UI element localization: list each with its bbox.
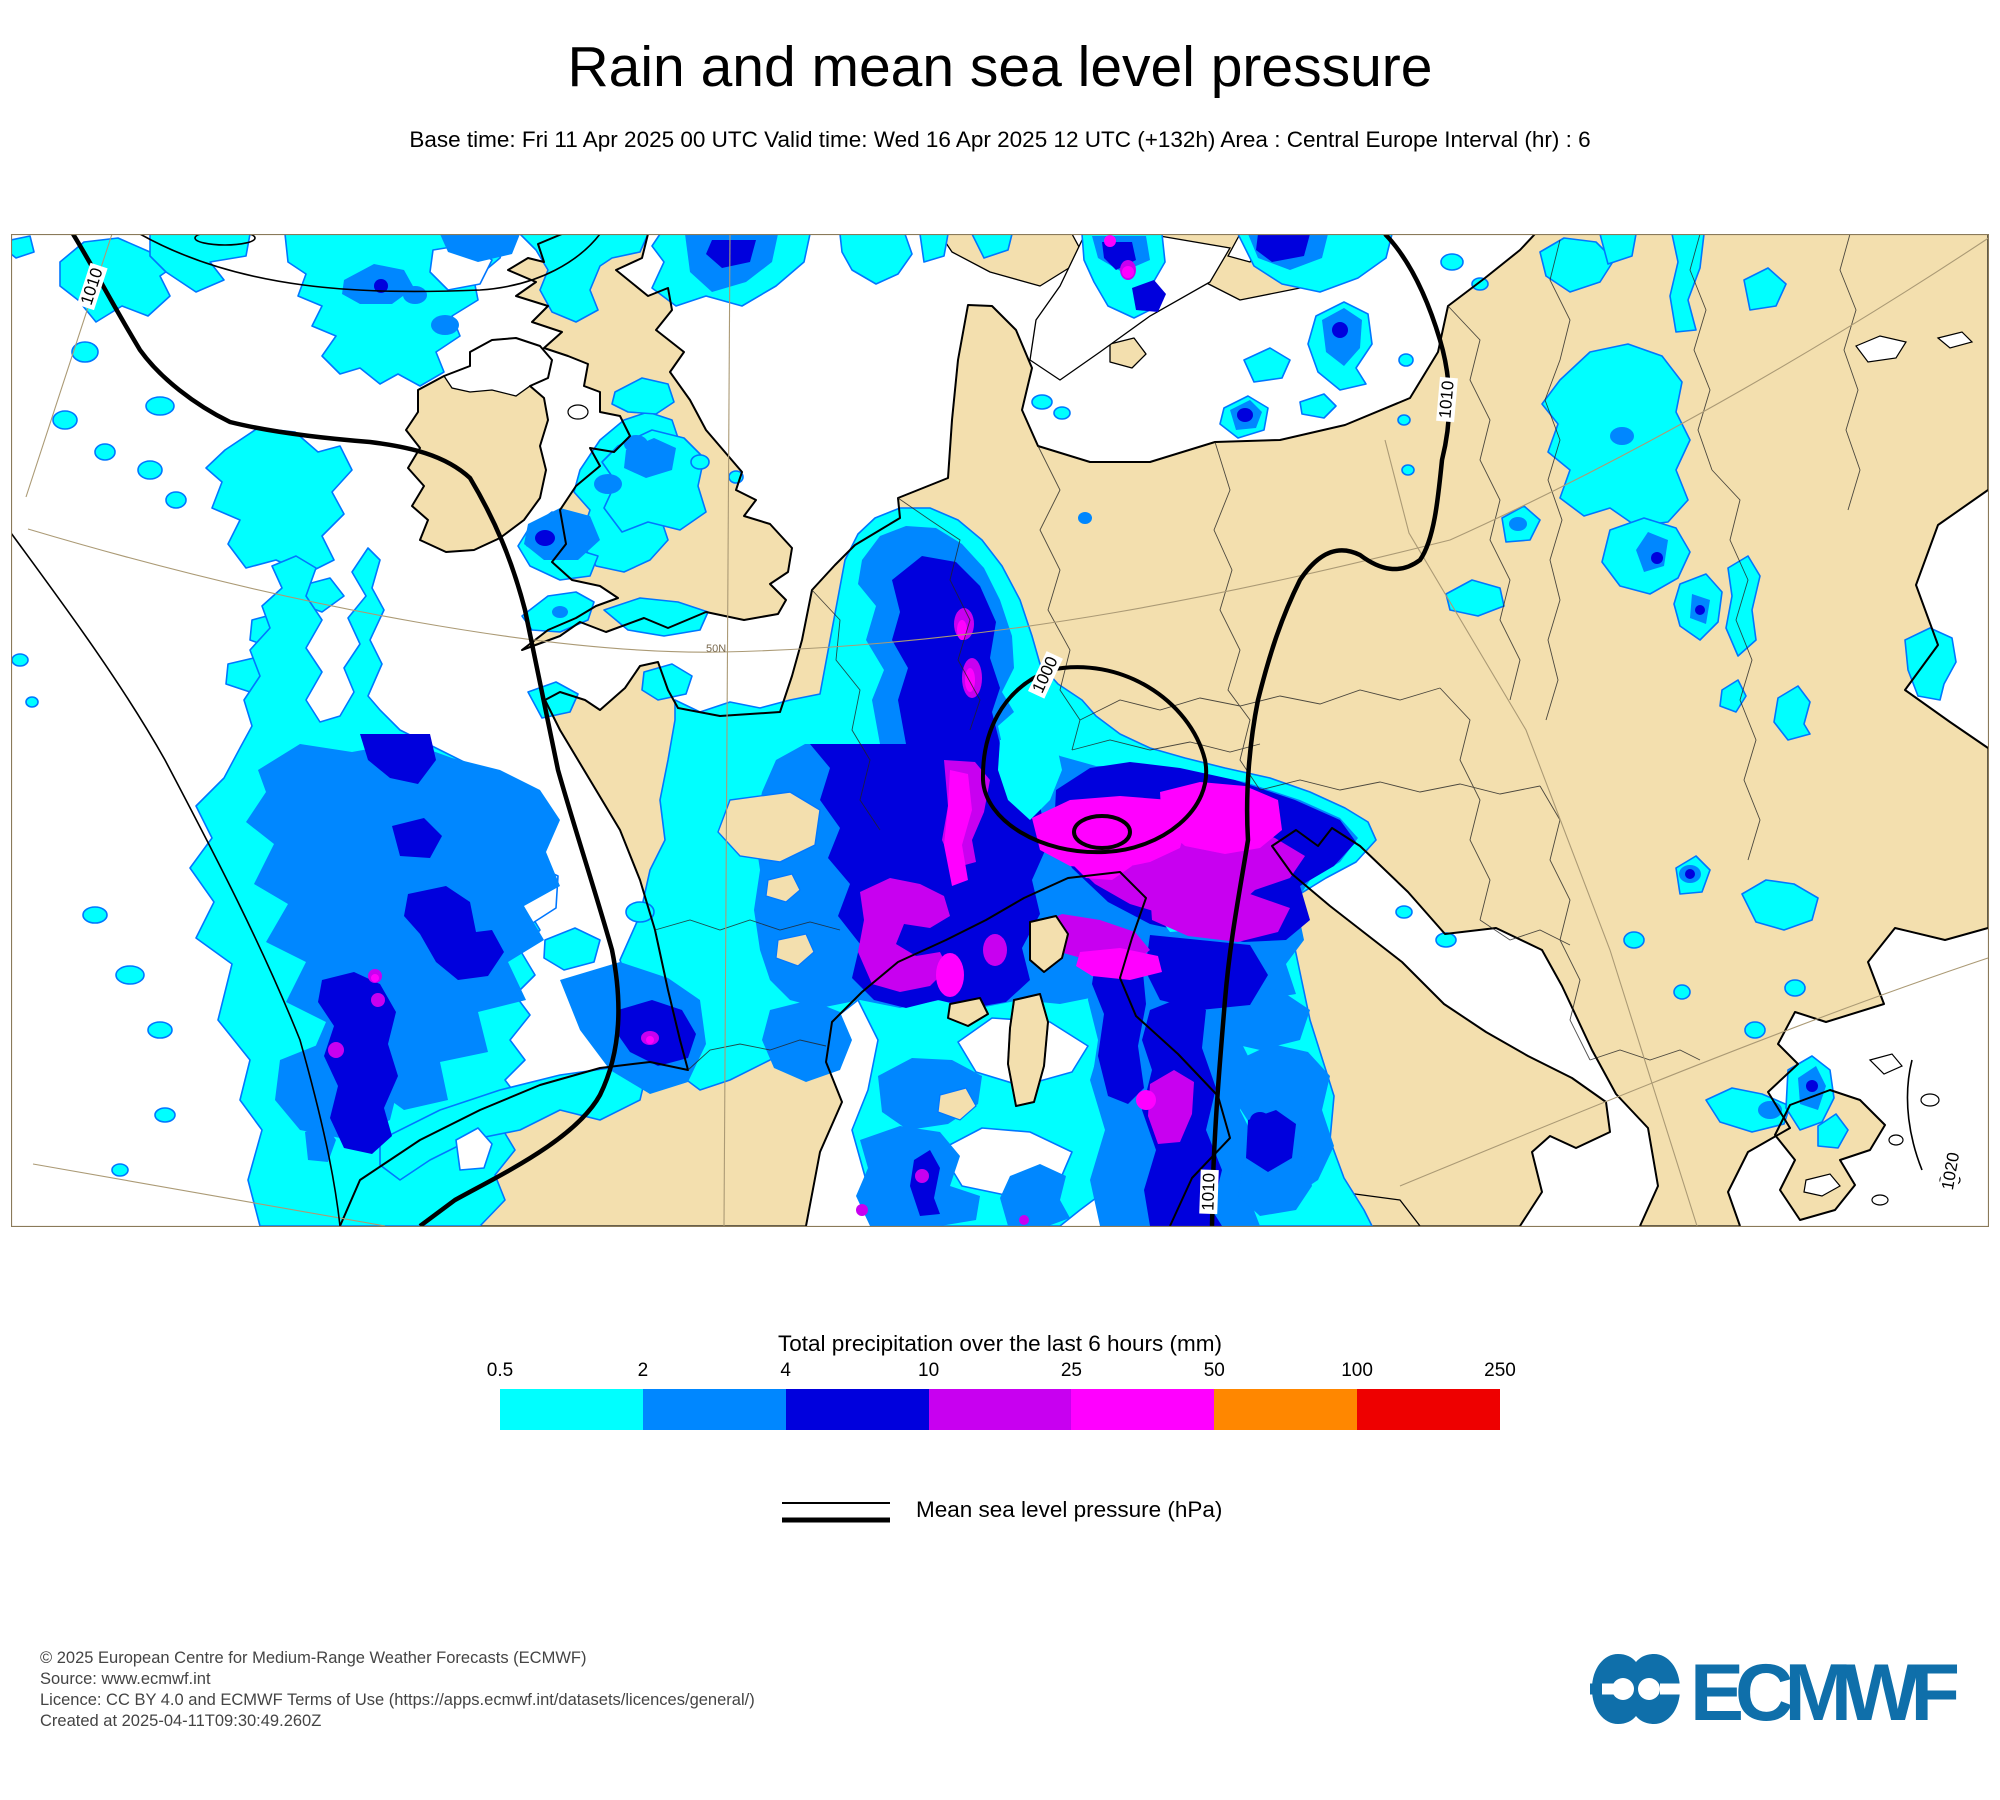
svg-text:1010: 1010 <box>1435 380 1457 419</box>
svg-text:50N: 50N <box>706 643 726 655</box>
svg-text:1010: 1010 <box>1198 1173 1218 1211</box>
svg-text:ECMWF: ECMWF <box>1690 1652 1957 1726</box>
